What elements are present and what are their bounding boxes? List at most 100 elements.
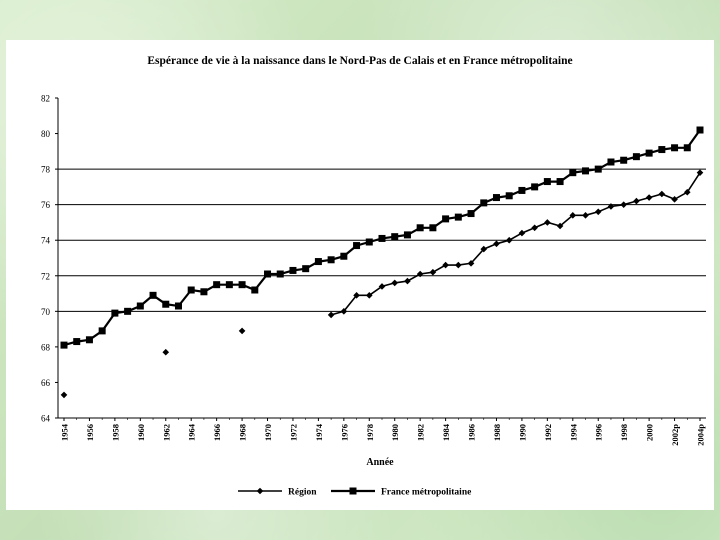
axes: 82 80 78 76 74 72 70 68 66 64 1954 1956 1958 1960 1962… <box>41 94 706 446</box>
data-point <box>378 283 386 290</box>
data-point <box>378 234 386 242</box>
x-tick-label: 1968 <box>238 424 248 441</box>
data-point <box>149 291 157 299</box>
data-point <box>505 236 513 244</box>
data-point <box>518 229 526 237</box>
data-point <box>136 302 144 310</box>
data-point <box>480 199 488 207</box>
data-point <box>302 265 310 273</box>
y-tick-label: 64 <box>41 414 51 424</box>
chart-title: Espérance de vie à la naissance dans le … <box>147 55 572 67</box>
data-point <box>544 219 551 226</box>
data-point <box>429 268 437 276</box>
x-tick-label: 1964 <box>187 423 197 441</box>
data-point <box>569 212 577 219</box>
data-point <box>607 203 615 210</box>
data-point <box>632 153 640 161</box>
data-point <box>633 197 640 205</box>
data-point <box>416 270 424 278</box>
data-point <box>429 224 437 232</box>
series-region <box>60 169 704 399</box>
x-tick-label: 1974 <box>314 423 324 441</box>
data-point <box>531 224 538 232</box>
data-point <box>493 240 500 248</box>
data-point <box>238 327 246 335</box>
data-point <box>276 270 284 278</box>
data-point <box>225 281 233 289</box>
x-axis-label: Année <box>366 457 394 468</box>
data-point <box>556 222 564 230</box>
x-tick-label: 2000 <box>645 424 655 441</box>
y-tick-label: 76 <box>41 200 51 210</box>
data-point <box>73 338 81 346</box>
y-tick-label: 66 <box>41 378 51 388</box>
x-tick-label: 2002p <box>670 424 680 446</box>
legend: Région France métropolitaine <box>238 487 471 498</box>
data-point <box>594 165 602 173</box>
data-point <box>327 256 335 264</box>
data-point <box>671 196 678 203</box>
series-layer <box>60 126 704 399</box>
data-point <box>98 327 106 335</box>
x-tick-label: 1996 <box>594 424 604 441</box>
data-point <box>696 126 704 134</box>
life-expectancy-chart: Espérance de vie à la naissance dans le … <box>41 55 706 498</box>
legend-label: France métropolitaine <box>381 488 471 498</box>
data-point <box>124 307 132 315</box>
data-point <box>620 201 627 208</box>
data-point <box>289 266 297 274</box>
y-tick-label: 70 <box>41 307 51 317</box>
x-tick-label: 1960 <box>136 424 146 441</box>
data-point <box>505 192 513 200</box>
data-point <box>454 213 462 221</box>
y-tick-label: 80 <box>41 129 51 139</box>
data-point <box>60 341 68 349</box>
data-point <box>403 231 411 239</box>
data-point <box>480 245 488 253</box>
data-point <box>213 281 221 289</box>
x-tick-label: 1984 <box>441 423 451 441</box>
data-point <box>162 300 170 308</box>
data-point <box>162 348 170 356</box>
x-tick-label: 1976 <box>339 424 349 441</box>
data-point <box>314 258 322 266</box>
data-point <box>442 215 450 223</box>
data-point <box>645 194 653 201</box>
legend-label: Région <box>288 488 317 498</box>
data-point <box>111 309 119 317</box>
data-point <box>671 144 679 152</box>
data-point <box>391 233 399 241</box>
data-point <box>251 286 259 294</box>
x-tick-label: 1966 <box>212 424 222 441</box>
data-point <box>467 260 475 267</box>
data-point <box>238 281 246 289</box>
data-point <box>492 194 500 202</box>
y-tick-label: 68 <box>41 342 51 352</box>
x-tick-label: 1990 <box>517 424 527 441</box>
data-point <box>416 224 424 232</box>
data-point <box>340 308 348 315</box>
data-point <box>569 169 577 177</box>
y-tick-label: 74 <box>41 236 51 246</box>
data-point <box>683 144 691 152</box>
data-point <box>645 149 653 157</box>
data-point <box>340 252 348 260</box>
data-point <box>455 261 462 269</box>
y-tick-label: 72 <box>41 271 50 281</box>
data-point <box>658 146 666 154</box>
data-point <box>60 391 68 399</box>
data-point <box>531 183 539 191</box>
legend-marker <box>349 487 357 495</box>
legend-marker <box>256 487 264 495</box>
chart-panel: Espérance de vie à la naissance dans le … <box>6 40 714 510</box>
x-tick-label: 1998 <box>619 424 629 441</box>
data-point <box>264 270 272 278</box>
data-point <box>85 336 93 344</box>
data-point <box>582 167 590 175</box>
data-point <box>353 242 361 250</box>
data-point <box>556 178 564 186</box>
x-tick-label: 1980 <box>390 424 400 441</box>
x-tick-label: 1988 <box>492 424 502 441</box>
data-point <box>518 186 526 194</box>
data-point <box>658 190 666 198</box>
